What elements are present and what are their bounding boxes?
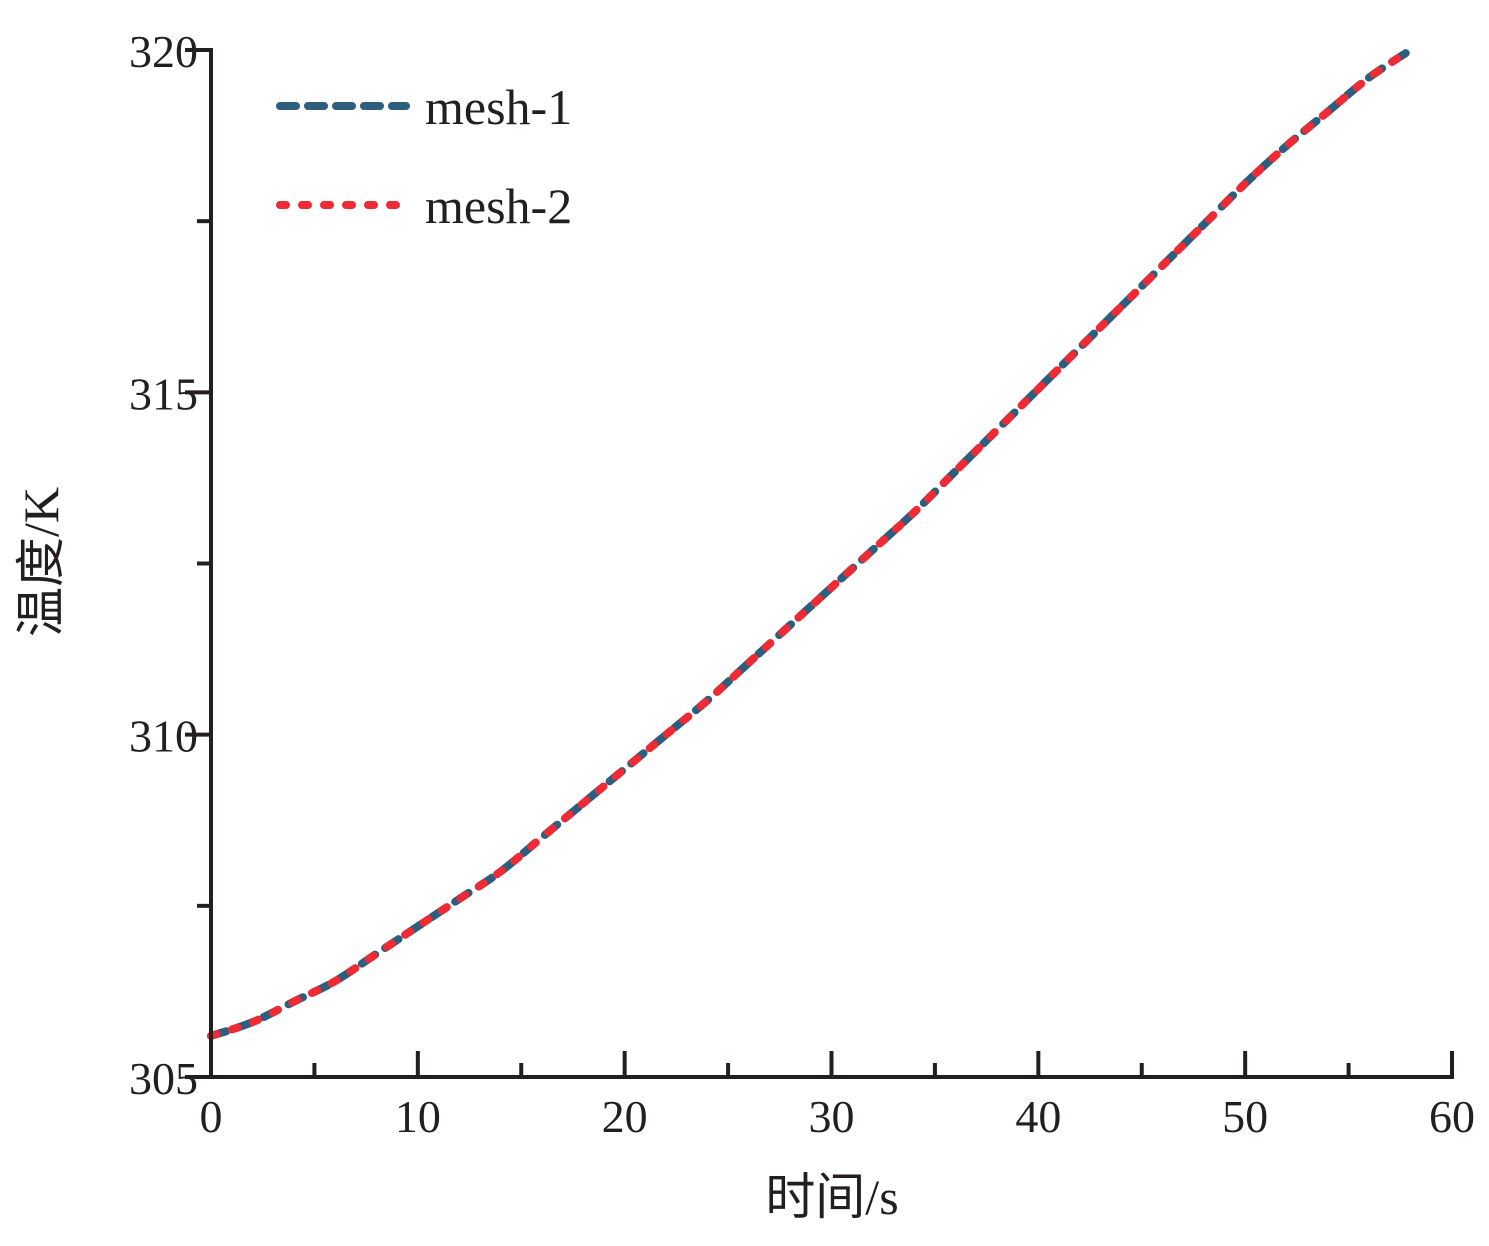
series-line-mesh-2	[207, 46, 1415, 1040]
legend: mesh-1 mesh-2	[276, 79, 572, 234]
series-layer	[207, 46, 1415, 1040]
y-axis-title: 温度/K	[13, 487, 69, 637]
x-tick-label: 0	[200, 1091, 223, 1142]
labels-layer: 0 10 20 30 40 50 60 305 310 315 320	[129, 26, 1475, 1142]
x-tick-label: 20	[602, 1091, 648, 1142]
x-tick-label: 50	[1222, 1091, 1268, 1142]
x-axis-title: 时间/s	[765, 1169, 898, 1225]
ticks-layer	[185, 48, 1454, 1079]
y-tick-label: 315	[129, 368, 198, 419]
legend-label-mesh-1: mesh-1	[425, 79, 572, 135]
x-tick-label: 60	[1429, 1091, 1475, 1142]
legend-label-mesh-2: mesh-2	[425, 178, 572, 234]
y-tick-label: 310	[129, 711, 198, 762]
x-tick-label: 30	[809, 1091, 855, 1142]
y-tick-label: 320	[129, 26, 198, 77]
y-tick-label: 305	[129, 1053, 198, 1104]
x-tick-label: 40	[1015, 1091, 1061, 1142]
x-tick-label: 10	[395, 1091, 441, 1142]
